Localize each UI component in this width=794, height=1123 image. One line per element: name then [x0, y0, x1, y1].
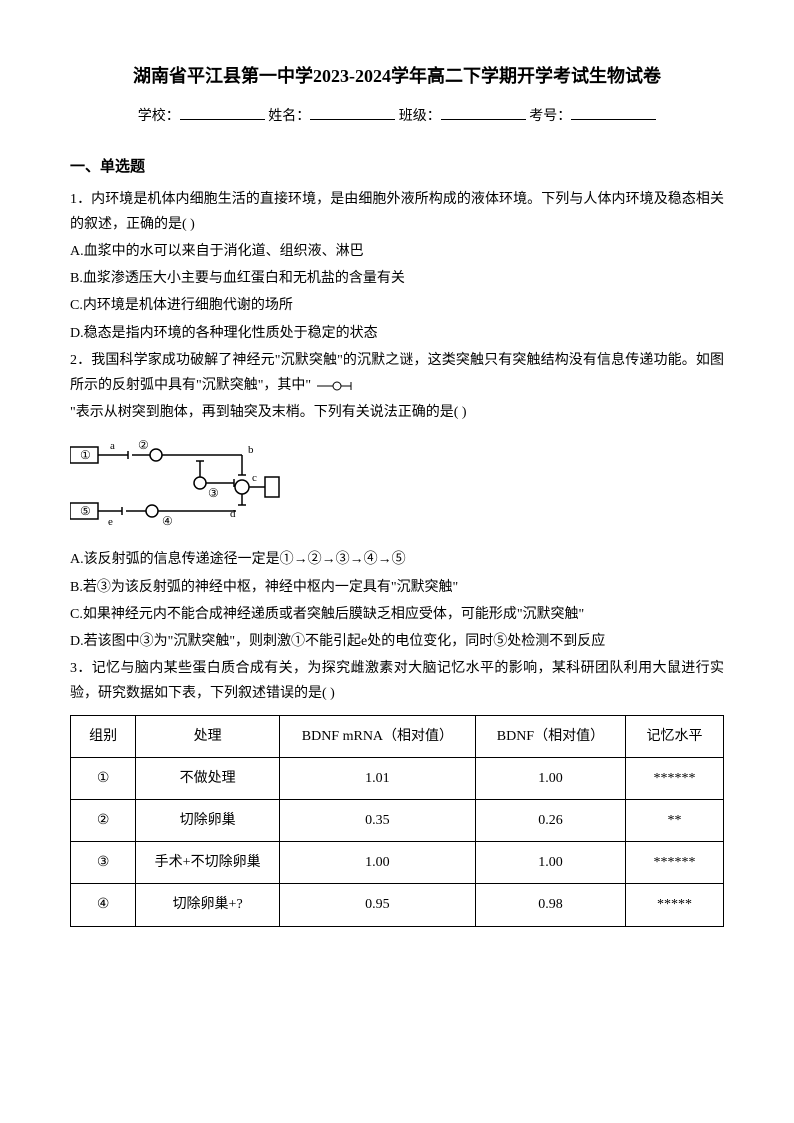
table-row: ① 不做处理 1.01 1.00 ****** [71, 757, 724, 799]
q2-stem-part1: 2．我国科学家成功破解了神经元"沉默突触"的沉默之谜，这类突触只有突触结构没有信… [70, 348, 724, 398]
th-group: 组别 [71, 715, 136, 757]
svg-text:②: ② [138, 438, 149, 452]
svg-text:c: c [252, 472, 257, 484]
class-blank[interactable] [441, 104, 526, 120]
examnum-label: 考号： [529, 109, 571, 124]
q1-stem: 1．内环境是机体内细胞生活的直接环境，是由细胞外液所构成的液体环境。下列与人体内… [70, 187, 724, 237]
q2-option-c: C.如果神经元内不能合成神经递质或者突触后膜缺乏相应受体，可能形成"沉默突触" [70, 602, 724, 627]
q1-option-d: D.稳态是指内环境的各种理化性质处于稳定的状态 [70, 321, 724, 346]
cell: 1.00 [475, 842, 625, 884]
q3-stem: 3．记忆与脑内某些蛋白质合成有关，为探究雌激素对大脑记忆水平的影响，某科研团队利… [70, 656, 724, 706]
cell: 1.00 [279, 842, 475, 884]
cell: 切除卵巢 [136, 799, 280, 841]
school-label: 学校： [138, 109, 180, 124]
examnum-blank[interactable] [571, 104, 656, 120]
cell: ****** [626, 842, 724, 884]
cell: 1.00 [475, 757, 625, 799]
svg-text:e: e [108, 516, 113, 528]
q2-stem1-text: 2．我国科学家成功破解了神经元"沉默突触"的沉默之谜，这类突触只有突触结构没有信… [70, 353, 724, 393]
th-mrna: BDNF mRNA（相对值） [279, 715, 475, 757]
table-header-row: 组别 处理 BDNF mRNA（相对值） BDNF（相对值） 记忆水平 [71, 715, 724, 757]
cell: 0.26 [475, 799, 625, 841]
svg-text:⑤: ⑤ [80, 504, 91, 518]
cell: 不做处理 [136, 757, 280, 799]
th-treatment: 处理 [136, 715, 280, 757]
name-label: 姓名： [268, 109, 310, 124]
section-1-header: 一、单选题 [70, 154, 724, 181]
exam-title: 湖南省平江县第一中学2023-2024学年高二下学期开学考试生物试卷 [70, 60, 724, 92]
cell: 手术+不切除卵巢 [136, 842, 280, 884]
table-row: ④ 切除卵巢+? 0.95 0.98 ***** [71, 884, 724, 926]
svg-text:d: d [230, 508, 236, 520]
table-row: ② 切除卵巢 0.35 0.26 ** [71, 799, 724, 841]
th-bdnf: BDNF（相对值） [475, 715, 625, 757]
cell: 0.95 [279, 884, 475, 926]
cell: ***** [626, 884, 724, 926]
q3-data-table: 组别 处理 BDNF mRNA（相对值） BDNF（相对值） 记忆水平 ① 不做… [70, 715, 724, 927]
neuron-symbol-icon [315, 380, 355, 392]
q1-option-a: A.血浆中的水可以来自于消化道、组织液、淋巴 [70, 239, 724, 264]
cell: ④ [71, 884, 136, 926]
school-blank[interactable] [180, 104, 265, 120]
cell: ② [71, 799, 136, 841]
q2-stem-part2: "表示从树突到胞体，再到轴突及末梢。下列有关说法正确的是( ) [70, 400, 724, 425]
svg-text:b: b [248, 444, 254, 456]
student-info-line: 学校： 姓名： 班级： 考号： [70, 104, 724, 129]
q1-option-b: B.血浆渗透压大小主要与血红蛋白和无机盐的含量有关 [70, 266, 724, 291]
cell: 0.35 [279, 799, 475, 841]
svg-text:①: ① [80, 448, 91, 462]
reflex-arc-diagram: ① a ② b ③ c d ⑤ e ④ [70, 435, 350, 530]
cell: 切除卵巢+? [136, 884, 280, 926]
th-memory: 记忆水平 [626, 715, 724, 757]
svg-text:④: ④ [162, 514, 173, 528]
svg-text:③: ③ [208, 486, 219, 500]
svg-text:a: a [110, 440, 115, 452]
cell: ① [71, 757, 136, 799]
cell: ****** [626, 757, 724, 799]
q2-option-a: A.该反射弧的信息传递途径一定是①→②→③→④→⑤ [70, 547, 724, 572]
q2-option-b: B.若③为该反射弧的神经中枢，神经中枢内一定具有"沉默突触" [70, 575, 724, 600]
cell: ** [626, 799, 724, 841]
cell: ③ [71, 842, 136, 884]
q2-option-d: D.若该图中③为"沉默突触"，则刺激①不能引起e处的电位变化，同时⑤处检测不到反… [70, 629, 724, 654]
cell: 0.98 [475, 884, 625, 926]
cell: 1.01 [279, 757, 475, 799]
name-blank[interactable] [310, 104, 395, 120]
class-label: 班级： [399, 109, 441, 124]
q1-option-c: C.内环境是机体进行细胞代谢的场所 [70, 293, 724, 318]
table-row: ③ 手术+不切除卵巢 1.00 1.00 ****** [71, 842, 724, 884]
